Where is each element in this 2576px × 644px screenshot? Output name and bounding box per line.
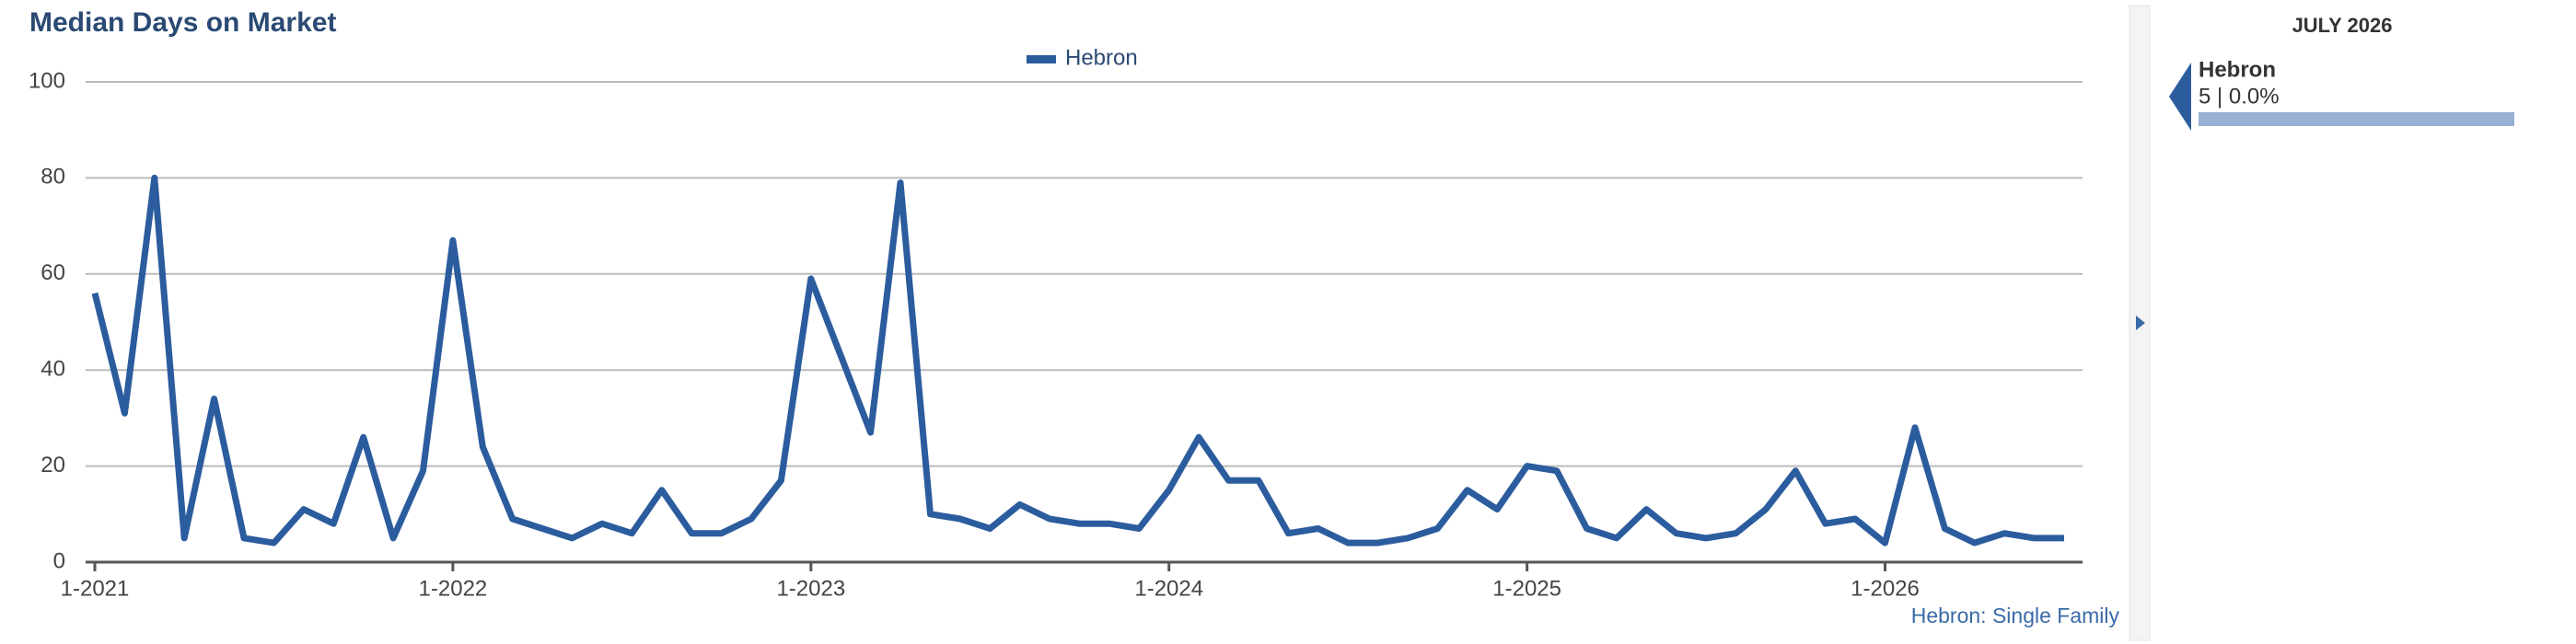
panel-entry-name: Hebron: [2199, 57, 2276, 82]
y-tick-label: 80: [41, 165, 65, 190]
y-tick-label: 20: [41, 453, 65, 477]
y-tick-label: 40: [41, 357, 65, 382]
chart-title: Median Days on Market: [29, 7, 336, 38]
panel-toggle[interactable]: [2136, 316, 2145, 330]
legend-swatch: [1027, 55, 1056, 63]
y-tick-label: 0: [53, 548, 65, 573]
x-tick-label: 1-2023: [776, 576, 845, 601]
x-tick-label: 1-2026: [1851, 576, 1920, 601]
panel-entry-detail: 5 | 0.0%: [2199, 84, 2280, 109]
x-tick-label: 1-2024: [1134, 576, 1203, 601]
legend-label: Hebron: [1065, 45, 1138, 70]
panel-marker: [2169, 63, 2191, 131]
x-tick-label: 1-2025: [1492, 576, 1561, 601]
y-tick-label: 100: [29, 68, 65, 93]
panel-entry-bar: [2199, 112, 2514, 126]
source-note: Hebron: Single Family: [1911, 604, 2120, 627]
x-tick-label: 1-2021: [61, 576, 130, 601]
y-tick-label: 60: [41, 260, 65, 285]
x-tick-label: 1-2022: [419, 576, 488, 601]
panel-title: JULY 2026: [2292, 14, 2393, 37]
series-line: [91, 174, 2064, 546]
